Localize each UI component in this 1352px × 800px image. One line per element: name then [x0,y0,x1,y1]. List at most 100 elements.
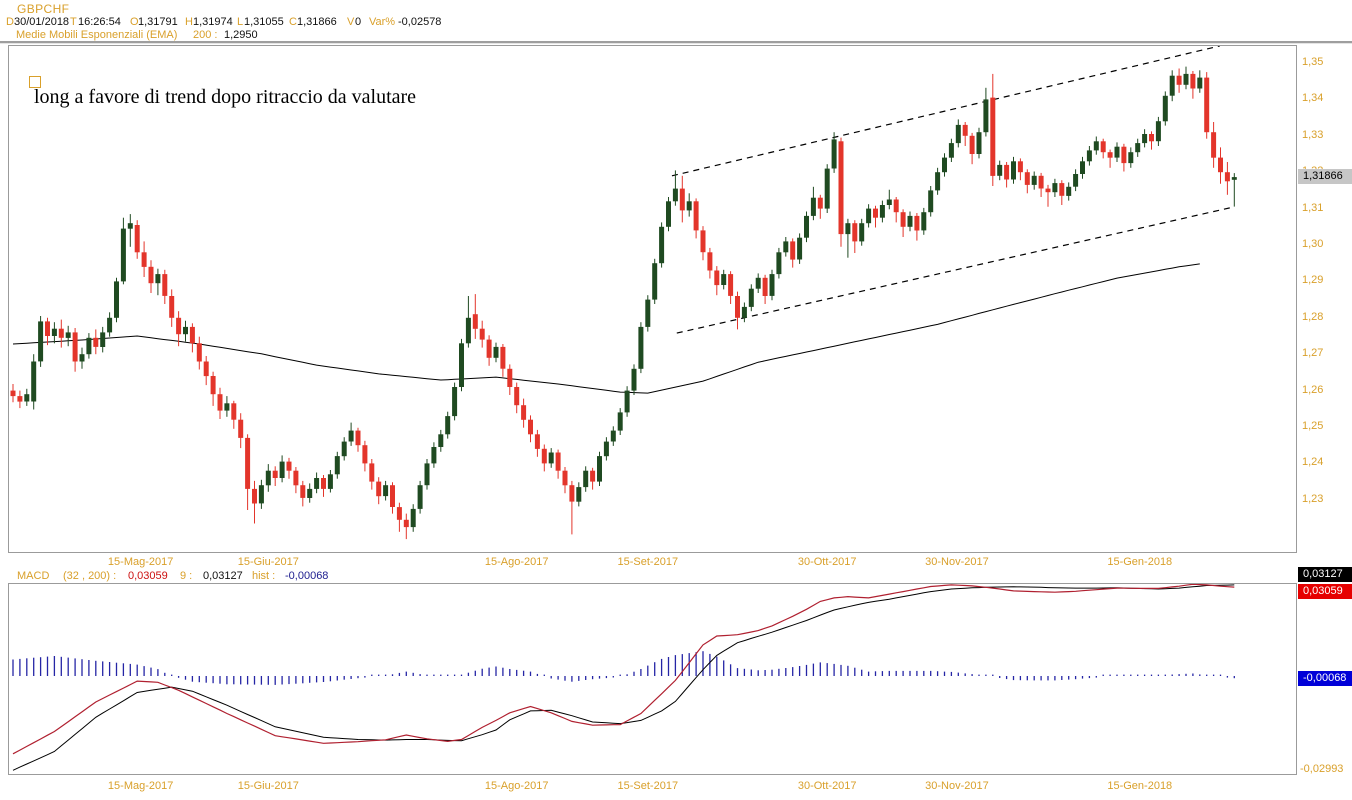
candle-body [500,346,506,369]
candle-body [514,387,520,406]
price-axis-label: 1,23 [1302,492,1324,505]
candle-body [148,266,154,284]
candle-body [1190,73,1196,89]
ema-period-label: 200 : [193,29,218,41]
ohlc-field-value: 1,31866 [297,16,337,28]
price-axis-label: 1,26 [1302,383,1324,396]
candle-body [279,461,285,478]
candle-body [162,274,168,296]
candle-body [1100,141,1106,153]
candle-body [693,201,699,231]
candle-body [58,328,64,338]
candle-body [859,223,865,242]
time-axis-label: 15-Mag-2017 [107,780,174,792]
candle-body [721,274,727,285]
ema-value: 1,2950 [224,29,258,41]
candle-body [327,474,333,489]
time-axis-label: 15-Set-2017 [617,556,679,568]
candle-body [852,223,858,242]
candle-body [176,317,182,335]
candle-body [1073,174,1079,187]
price-axis-label: 1,35 [1302,56,1324,68]
time-axis-label: 30-Nov-2017 [925,556,989,568]
candle-body [24,394,30,402]
price-axis-label: 1,24 [1302,456,1324,469]
candle-body [948,143,954,158]
candle-body [321,478,326,489]
candle-body [486,339,492,358]
candle-body [493,346,499,358]
candle-body [921,212,927,231]
candle-body [838,141,844,235]
annotation-text[interactable]: long a favore di trend dopo ritraccio da… [34,86,417,108]
candle-body [955,124,961,144]
candle-body [672,188,678,202]
candle-body [438,434,444,447]
candle-body [65,332,71,338]
candle-body [1080,161,1085,174]
annotation-marker-square[interactable] [29,76,41,88]
candle-body [1183,73,1189,85]
candle-body [1024,172,1030,185]
macd-signal-value: 0,03127 [203,570,243,582]
candle-body [797,237,803,260]
ohlc-field-label: O [130,16,139,28]
candle-body [790,241,796,260]
candle-body [114,281,119,318]
candle-body [935,172,941,191]
candle-body [217,394,223,411]
candle-body [107,317,113,333]
candle-body [100,332,106,347]
macd-signal-line [12,584,1235,771]
candle-body [189,326,195,344]
candle-body [1211,132,1217,158]
candle-body [728,274,734,296]
candle-body [245,437,251,489]
time-axis-label: 15-Giu-2017 [237,556,299,568]
candle-body [610,430,616,442]
candle-body [576,487,582,502]
candle-body [307,488,313,498]
candle-body [252,488,257,504]
candle-body [134,225,140,253]
time-axis-label: 15-Gen-2018 [1107,556,1173,568]
candle-body [224,403,230,411]
candle-body [362,445,368,464]
candle-body [528,419,533,435]
candle-body [459,343,464,387]
candle-body [17,396,23,402]
candle-body [38,321,44,362]
candle-body [507,368,513,387]
price-axis-label: 1,31 [1302,201,1324,214]
candle-body [1149,134,1154,142]
candle-body [824,168,830,209]
candle-body [769,274,775,296]
candle-body [210,376,216,395]
macd-panel[interactable] [8,583,1297,775]
ema-indicator-label: Medie Mobili Esponenziali (EMA) [16,29,178,41]
price-axis-label: 1,33 [1302,128,1324,141]
macd-header-row: MACD (32 , 200) : 0,03059 9 : 0,03127 hi… [0,570,1352,583]
candle-body [1093,141,1099,151]
candle-body [79,354,85,362]
macd-hist-badge: -0,00068 [1298,671,1352,686]
candle-body [341,441,347,457]
candle-body [569,485,575,502]
time-axis-label: 15-Gen-2018 [1107,780,1173,792]
candle-body [686,201,692,211]
candle-body [631,368,637,391]
ema-indicator-row: Medie Mobili Esponenziali (EMA) 200 : 1,… [0,29,1352,42]
candle-body [155,274,161,284]
candle-body [886,199,892,205]
candle-body [479,328,485,340]
candle-body [969,135,975,154]
time-axis-label: 15-Ago-2017 [484,556,549,568]
ohlc-field-value: 0 [355,16,362,28]
candle-body [914,215,920,231]
ohlc-field-label: Var% [369,16,396,28]
candle-body [1121,146,1127,164]
ohlc-field-value: 1,31055 [244,16,284,28]
main-chart-panel[interactable] [8,45,1297,553]
